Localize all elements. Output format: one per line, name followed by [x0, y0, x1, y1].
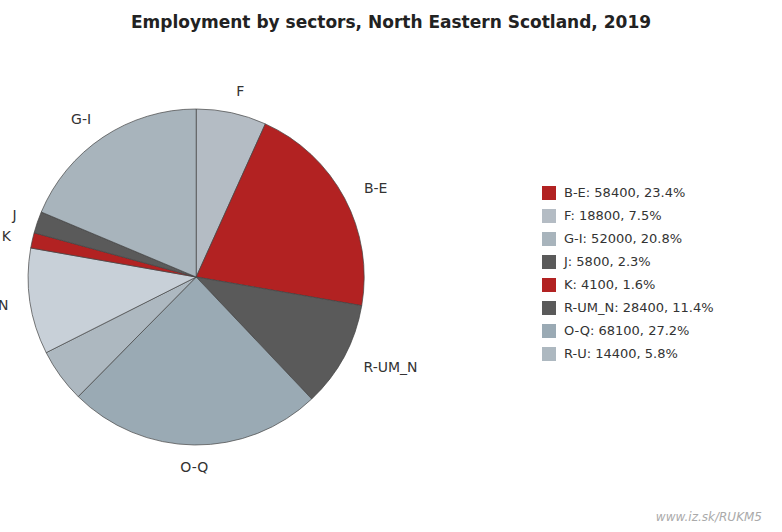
svg-text:F: F: [236, 83, 244, 99]
html-text:G-I: 52000, 20.8%: G-I: 52000, 20.8%: [564, 231, 682, 246]
html-text:F: 18800, 7.5%: F: 18800, 7.5%: [564, 208, 662, 223]
svg-text:K: K: [2, 228, 12, 244]
html-text:R-U: 14400, 5.8%: R-U: 14400, 5.8%: [564, 346, 678, 361]
svg-text:R-UM_N: R-UM_N: [364, 359, 418, 375]
svg-text:M_N: M_N: [0, 297, 8, 313]
html-text:Employment by sectors, North E: Employment by sectors, North Eastern Sco…: [130, 12, 652, 32]
html-text:K: 4100, 1.6%: K: 4100, 1.6%: [564, 277, 656, 292]
html-text:R-UM_N: 28400, 11.4%: R-UM_N: 28400, 11.4%: [564, 300, 714, 315]
svg-text:O-Q: O-Q: [180, 459, 208, 475]
html-text:J: 5800, 2.3%: J: 5800, 2.3%: [564, 254, 651, 269]
svg-text:J: J: [12, 207, 17, 223]
html-text:O-Q: 68100, 27.2%: O-Q: 68100, 27.2%: [564, 323, 690, 338]
html-text:www.iz.sk/RUKM5: www.iz.sk/RUKM5: [655, 510, 762, 524]
svg-text:B-E: B-E: [364, 180, 388, 196]
html-text:B-E: 58400, 23.4%: B-E: 58400, 23.4%: [564, 185, 686, 200]
svg-text:G-I: G-I: [71, 111, 91, 127]
